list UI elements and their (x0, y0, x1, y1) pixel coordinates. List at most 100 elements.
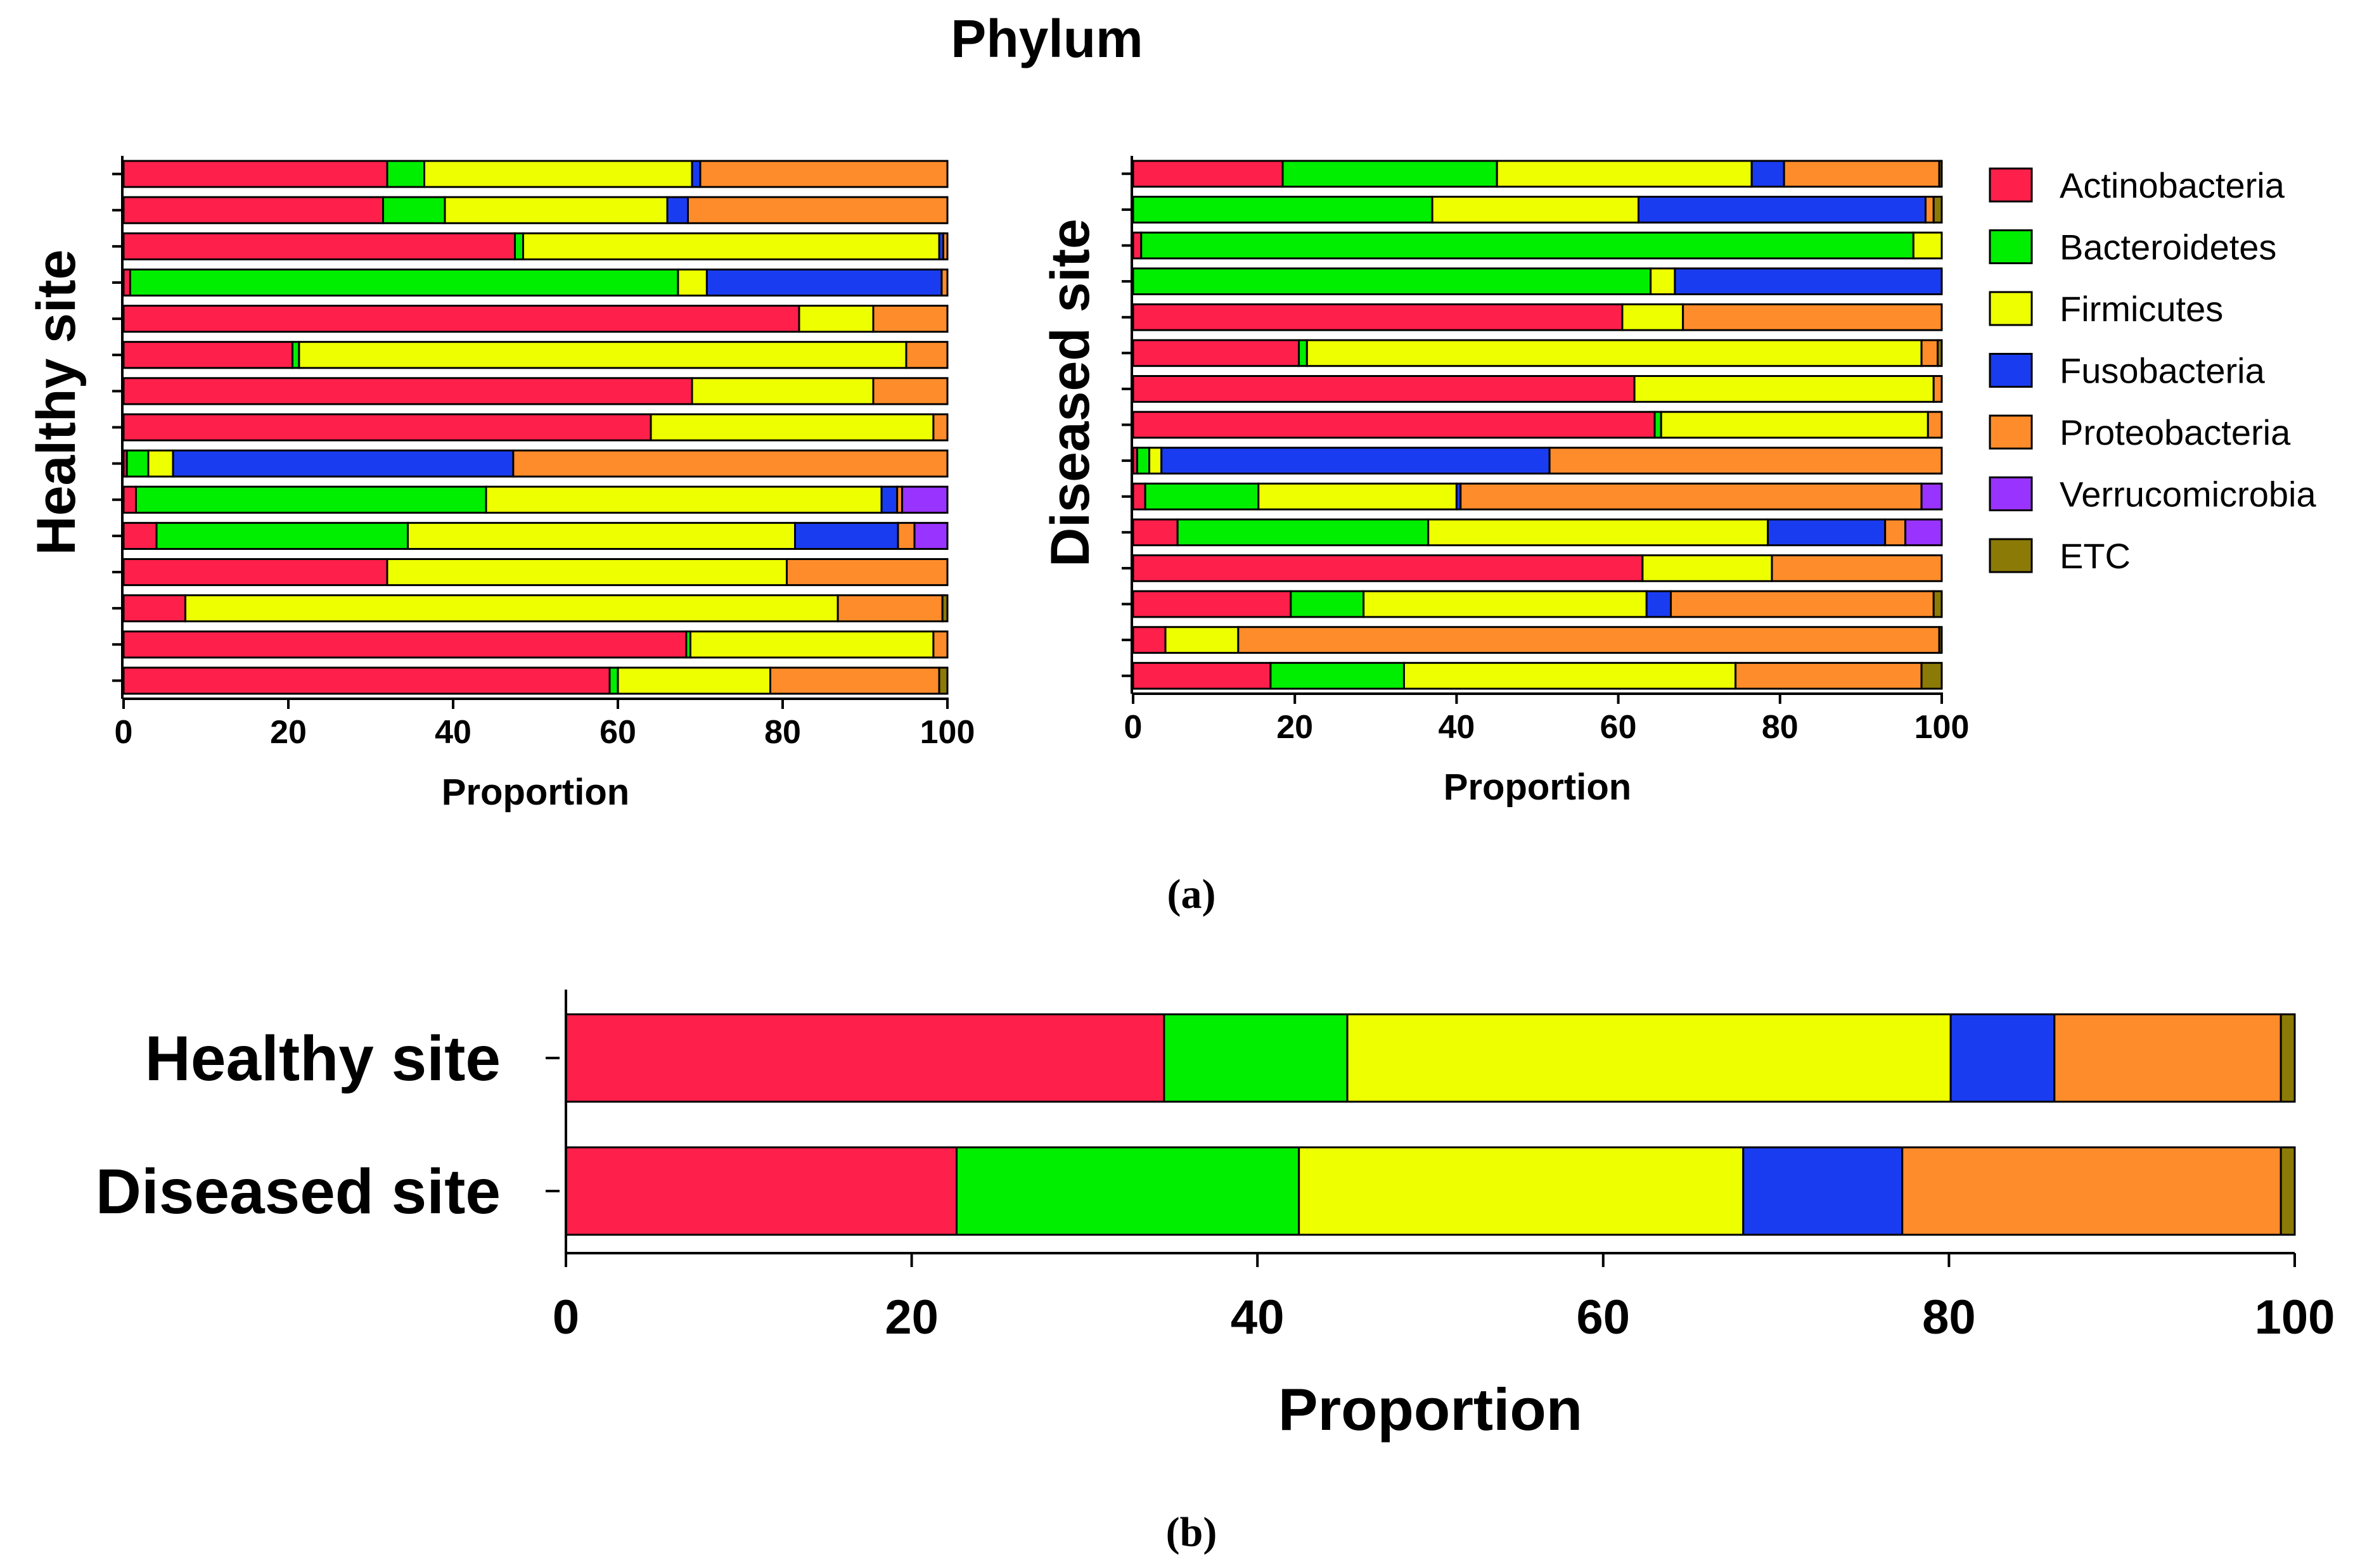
bar-row-1-firmicutes (423, 160, 693, 188)
bar-row-12-actinobacteria (1132, 554, 1644, 582)
bar-row-6-firmicutes (1305, 339, 1923, 367)
x-tick-label: 0 (1124, 709, 1143, 746)
bar-row-6-bacteroidetes (1298, 339, 1308, 367)
bar-row-15-etc (1920, 661, 1943, 690)
bar-row-1-bacteroidetes (386, 160, 425, 188)
summary-categories: Healthy site Diseased site (96, 1023, 560, 1227)
bar-row-8-firmicutes (650, 413, 935, 442)
diseased-site-x-axis-label: Proportion (1444, 767, 1631, 808)
x-tick-label: 60 (1577, 1291, 1631, 1344)
summary-bars (565, 1013, 2296, 1236)
bar-row-15-proteobacteria (1735, 661, 1923, 690)
bar-row-7-proteobacteria (872, 377, 949, 405)
x-tick-label: 20 (1276, 709, 1313, 746)
bar-row-6-bacteroidetes (292, 341, 300, 369)
bar-row-6-actinobacteria (122, 341, 293, 369)
bar-row-14-firmicutes (1164, 626, 1240, 654)
legend-label-verrucomicrobia: Verrucomicrobia (2060, 475, 2316, 514)
bar-row-1-bacteroidetes (1281, 160, 1498, 188)
bar-row-10-fusobacteria (880, 485, 899, 514)
bar-row-13-fusobacteria (1645, 590, 1672, 618)
bar-row-13-etc (941, 594, 949, 623)
bar-healthy-site-fusobacteria (1949, 1013, 2056, 1103)
bar-row-13-proteobacteria (1670, 590, 1935, 618)
bar-row-11-fusobacteria (794, 521, 899, 550)
bar-row-8-firmicutes (1660, 411, 1929, 439)
healthy-site-chart: 0 20 40 60 80 100 Proportion Healthy site (26, 156, 975, 813)
bar-row-8-proteobacteria (932, 413, 949, 442)
diseased-site-x-ticks: 0 20 40 60 80 100 (1124, 694, 1969, 746)
bar-row-4-fusobacteria (1674, 267, 1943, 295)
bar-row-8-actinobacteria (1132, 411, 1656, 439)
x-tick-label: 40 (435, 714, 471, 751)
bar-row-11-verrucomicrobia (1904, 518, 1943, 547)
bar-row-9-proteobacteria (512, 449, 949, 478)
bar-row-11-bacteroidetes (1176, 518, 1430, 547)
figure-title: Phylum (951, 9, 1143, 68)
x-tick-label: 0 (115, 714, 133, 751)
bar-row-14-proteobacteria (1237, 626, 1940, 654)
legend-label-bacteroidetes: Bacteroidetes (2060, 227, 2276, 267)
bar-row-10-actinobacteria (122, 485, 137, 514)
bar-diseased-site-actinobacteria (565, 1146, 958, 1236)
bar-row-13-bacteroidetes (1290, 590, 1365, 618)
legend-swatch-bacteroidetes (1989, 229, 2033, 264)
bar-diseased-site-fusobacteria (1742, 1146, 1904, 1236)
bar-diseased-site-bacteroidetes (956, 1146, 1300, 1236)
bar-row-5-firmicutes (798, 305, 875, 333)
bar-row-2-proteobacteria (687, 196, 949, 224)
bar-row-14-actinobacteria (122, 630, 688, 659)
bar-row-4-actinobacteria (122, 268, 131, 297)
bar-row-4-firmicutes (1650, 267, 1676, 295)
bar-row-2-etc (1932, 196, 1943, 224)
bar-row-11-proteobacteria (897, 521, 916, 550)
bar-healthy-site-firmicutes (1346, 1013, 1952, 1103)
bar-row-6-actinobacteria (1132, 339, 1300, 367)
bar-row-12-actinobacteria (122, 558, 388, 587)
bar-row-8-bacteroidetes (1653, 411, 1662, 439)
bar-row-5-proteobacteria (1682, 303, 1943, 331)
bar-row-2-bacteroidetes (1132, 196, 1433, 224)
summary-x-axis-label: Proportion (1278, 1376, 1582, 1443)
bar-row-11-fusobacteria (1767, 518, 1887, 547)
legend-label-fusobacteria: Fusobacteria (2060, 351, 2266, 391)
bar-row-8-proteobacteria (1927, 411, 1943, 439)
bar-row-2-firmicutes (444, 196, 669, 224)
bar-diseased-site-etc (2280, 1146, 2296, 1236)
x-tick-label: 60 (600, 714, 636, 751)
bar-row-10-actinobacteria (1132, 482, 1146, 511)
bar-row-1-actinobacteria (122, 160, 388, 188)
bar-row-10-verrucomicrobia (1920, 482, 1943, 511)
diseased-site-y-axis-label: Diseased site (1040, 219, 1101, 567)
legend-label-proteobacteria: Proteobacteria (2060, 412, 2291, 452)
bar-row-2-firmicutes (1431, 196, 1640, 224)
x-tick-label: 100 (920, 714, 975, 751)
bar-row-9-firmicutes (147, 449, 174, 478)
panel-label-b: (b) (1166, 1509, 1217, 1555)
bar-row-10-bacteroidetes (1144, 482, 1260, 511)
bar-row-12-proteobacteria (786, 558, 949, 587)
bar-row-7-actinobacteria (122, 377, 693, 405)
bar-row-15-proteobacteria (769, 666, 940, 695)
healthy-site-x-axis-label: Proportion (442, 772, 629, 813)
bar-row-14-actinobacteria (1132, 626, 1167, 654)
bar-row-7-proteobacteria (1932, 375, 1943, 403)
legend: Actinobacteria Bacteroidetes Firmicutes Fus… (1989, 165, 2316, 576)
bar-row-14-firmicutes (689, 630, 935, 659)
bar-row-10-proteobacteria (1459, 482, 1923, 511)
bar-row-12-firmicutes (1641, 554, 1773, 582)
bar-row-14-proteobacteria (932, 630, 949, 659)
legend-swatch-proteobacteria (1989, 414, 2033, 450)
bar-row-4-proteobacteria (940, 268, 949, 297)
bar-row-10-firmicutes (1257, 482, 1458, 511)
bar-row-11-firmicutes (1427, 518, 1769, 547)
x-tick-label: 0 (553, 1291, 579, 1344)
bar-row-13-etc (1932, 590, 1943, 618)
bar-row-15-bacteroidetes (1269, 661, 1405, 690)
bar-row-9-fusobacteria (172, 449, 515, 478)
bar-row-10-firmicutes (485, 485, 883, 514)
bar-row-5-actinobacteria (1132, 303, 1624, 331)
bar-row-11-actinobacteria (122, 521, 158, 550)
bar-row-4-firmicutes (677, 268, 708, 297)
